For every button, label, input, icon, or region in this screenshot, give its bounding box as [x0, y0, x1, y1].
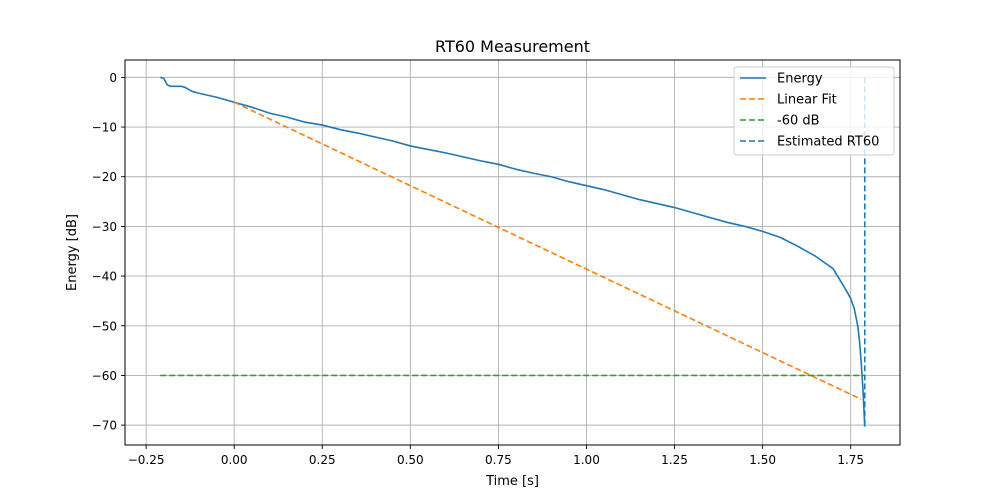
- x-tick-label: 1.50: [749, 453, 776, 467]
- legend-label: Energy: [777, 72, 823, 87]
- tick-layer: −0.25 0.00 0.25 0.50 0.75 1.00 1.25 1.50 1.75 0 −1…: [92, 71, 864, 467]
- x-tick-label: 1.25: [661, 453, 688, 467]
- x-axis-label: Time [s]: [485, 474, 539, 489]
- y-tick-label: −50: [92, 319, 117, 333]
- series-linear-fit-line: [233, 101, 862, 401]
- legend-box: [733, 66, 895, 156]
- x-tick-label: 1.00: [573, 453, 600, 467]
- x-tick-label: 0.00: [221, 453, 248, 467]
- y-tick-label: −70: [92, 419, 117, 433]
- legend-label: -60 dB: [777, 114, 820, 129]
- plot-frame: [124, 59, 901, 446]
- y-tick-label: −60: [92, 369, 117, 383]
- x-tick-label: 1.75: [837, 453, 864, 467]
- legend-label: Estimated RT60: [777, 135, 879, 150]
- legend-label: Linear Fit: [777, 93, 837, 108]
- y-tick-label: −40: [92, 270, 117, 284]
- y-tick-label: −30: [92, 220, 117, 234]
- y-tick-label: 0: [109, 71, 117, 85]
- x-tick-label: 0.25: [309, 453, 336, 467]
- x-tick-label: 0.50: [397, 453, 424, 467]
- y-tick-label: −20: [92, 170, 117, 184]
- series-energy-line: [160, 76, 866, 427]
- y-tick-label: −10: [92, 121, 117, 135]
- x-tick-label: 0.75: [485, 453, 512, 467]
- y-axis-label: Energy [dB]: [65, 214, 80, 291]
- chart-title: RT60 Measurement: [435, 37, 590, 56]
- legend: Energy Linear Fit -60 dB Estimated RT60: [733, 66, 895, 156]
- x-tick-label: −0.25: [128, 453, 165, 467]
